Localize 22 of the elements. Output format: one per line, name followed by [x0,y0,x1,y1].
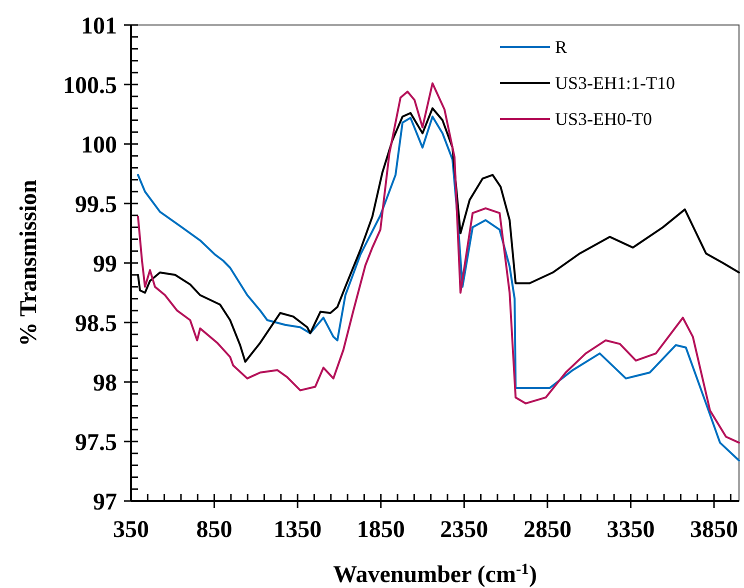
y-tick-label: 98 [93,370,117,396]
legend-label: US3-EH1:1-T10 [555,73,675,93]
y-tick-label: 101 [81,13,117,40]
x-tick-label: 3350 [606,517,655,543]
y-tick-label: 99.5 [75,192,117,218]
y-axis-title: % Transmission [16,180,42,346]
y-tick-label: 100 [81,132,117,158]
y-tick-label: 99 [93,251,117,278]
y-tick-label: 100.5 [63,72,117,99]
y-tick-label: 97 [93,489,117,516]
y-tick-label: 97.5 [75,430,117,456]
x-tick-label: 2850 [523,517,572,543]
x-tick-label: 2350 [440,517,488,543]
y-tick-label: 98.5 [75,310,117,337]
legend-label: US3-EH0-T0 [555,109,652,129]
x-axis-title: Wavenumber (cm$^{-1}$) [333,560,537,588]
x-tick-label: 1850 [356,517,405,543]
x-tick-label: 1350 [274,517,322,543]
x-tick-label: 3850 [690,517,738,543]
legend-label: R [555,37,568,57]
x-tick-label: 350 [113,517,149,543]
x-tick-label: 850 [196,517,232,543]
